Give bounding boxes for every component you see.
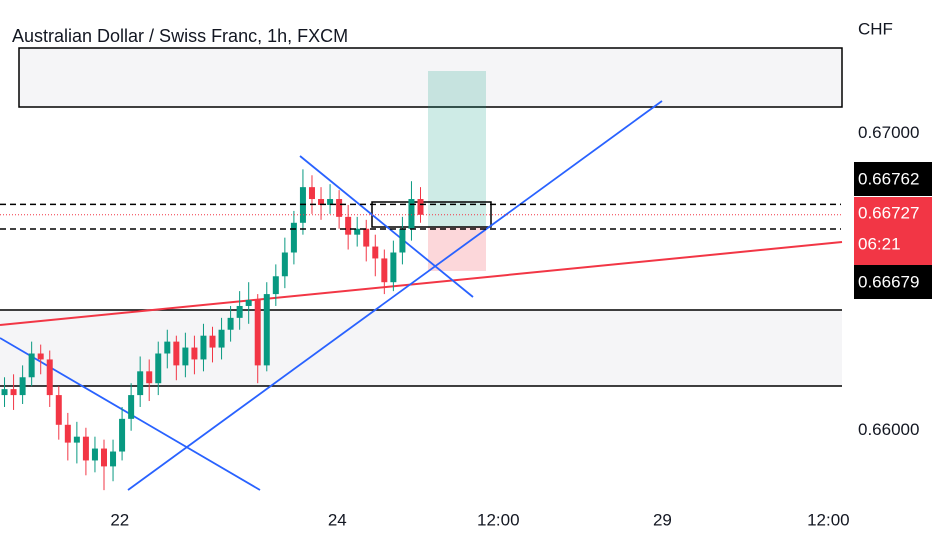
- level-badge: [854, 162, 932, 196]
- x-tick-label: 29: [653, 510, 672, 529]
- candle-body: [408, 199, 415, 229]
- candle-body: [363, 228, 370, 247]
- candle-body: [91, 448, 98, 461]
- candle-body: [272, 276, 279, 295]
- candle-body: [345, 216, 352, 235]
- candle-body: [263, 294, 270, 366]
- countdown: 06:21: [858, 234, 901, 253]
- candle-body: [182, 347, 189, 366]
- candle-body: [137, 371, 144, 396]
- y-tick-label: 0.67000: [858, 123, 919, 142]
- y-tick-label: 0.66000: [858, 420, 919, 439]
- trend-line: [0, 241, 843, 326]
- long-target: [428, 71, 486, 227]
- x-tick-label: 12:00: [477, 510, 520, 529]
- candle-body: [254, 300, 261, 366]
- candle-body: [417, 199, 424, 215]
- candle-body: [119, 418, 126, 452]
- candle-body: [336, 199, 343, 217]
- candle-body: [64, 424, 71, 443]
- level-label: 0.66762: [858, 169, 919, 188]
- candle-body: [73, 436, 80, 443]
- candle-body: [191, 347, 198, 360]
- candle-body: [146, 371, 153, 384]
- price-badge: [854, 197, 932, 265]
- candle-body: [390, 252, 397, 283]
- candle-body: [372, 246, 379, 259]
- candle-body: [200, 335, 207, 360]
- demand-zone: [0, 310, 842, 386]
- candle-body: [155, 353, 162, 384]
- candle-body: [1, 389, 8, 396]
- candle-body: [10, 389, 17, 396]
- candle-body: [110, 451, 117, 467]
- level-badge: [854, 265, 932, 299]
- last-price-label: 0.66727: [858, 203, 919, 222]
- supply-zone: [18, 47, 843, 108]
- candle-body: [82, 436, 89, 461]
- x-tick-label: 22: [110, 510, 129, 529]
- candle-body: [354, 228, 361, 235]
- y-unit: CHF: [858, 19, 893, 38]
- trend-line: [299, 155, 474, 298]
- candle-body: [46, 359, 53, 396]
- candle-body: [318, 199, 325, 205]
- candle-body: [173, 341, 180, 366]
- candle-body: [381, 258, 388, 283]
- candle-body: [399, 228, 406, 253]
- candle-body: [19, 377, 26, 396]
- candle-body: [327, 199, 334, 205]
- candle-body: [37, 353, 44, 360]
- x-tick-label: 24: [328, 510, 347, 529]
- candle-body: [28, 353, 35, 378]
- candle-body: [164, 341, 171, 354]
- level-label: 0.66679: [858, 272, 919, 291]
- candle-body: [55, 395, 62, 425]
- candle-body: [128, 395, 135, 419]
- plot: [1, 169, 424, 491]
- candle-body: [209, 335, 216, 348]
- candle-body: [100, 448, 107, 467]
- chart-title: Australian Dollar / Swiss Franc, 1h, FXC…: [12, 26, 348, 46]
- x-tick-label: 12:00: [807, 510, 850, 529]
- candle-body: [227, 317, 234, 330]
- candle-body: [218, 329, 225, 348]
- candle-body: [308, 187, 315, 200]
- candle-body: [236, 305, 243, 318]
- candle-body: [290, 222, 297, 253]
- candle-body: [281, 252, 288, 277]
- candle-body: [245, 300, 252, 306]
- trend-line: [127, 100, 663, 491]
